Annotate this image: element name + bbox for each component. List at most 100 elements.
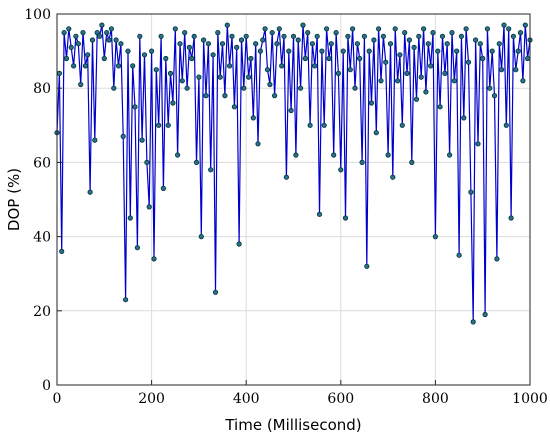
data-point bbox=[456, 252, 462, 258]
data-point bbox=[217, 74, 223, 80]
data-point bbox=[274, 41, 280, 47]
data-point bbox=[354, 41, 360, 47]
data-point bbox=[276, 26, 282, 32]
data-point bbox=[392, 26, 398, 32]
data-point bbox=[68, 44, 74, 51]
data-point bbox=[179, 78, 185, 84]
x-axis-title: Time (Millisecond) bbox=[224, 416, 361, 434]
data-point bbox=[335, 70, 341, 77]
data-point bbox=[186, 44, 192, 51]
y-tick-label: 60 bbox=[33, 155, 51, 171]
data-point bbox=[487, 85, 493, 91]
data-point bbox=[137, 33, 143, 39]
data-point bbox=[85, 52, 91, 58]
x-tick-label: 600 bbox=[327, 391, 354, 407]
data-point bbox=[163, 55, 169, 62]
data-point bbox=[506, 26, 512, 32]
data-point bbox=[498, 67, 505, 73]
data-point bbox=[139, 137, 145, 143]
data-point bbox=[196, 74, 202, 80]
data-point bbox=[288, 107, 294, 114]
data-point bbox=[61, 29, 67, 36]
x-tick-label: 400 bbox=[233, 391, 260, 407]
data-point bbox=[477, 41, 483, 47]
data-point bbox=[406, 37, 412, 43]
data-point bbox=[141, 52, 148, 58]
y-axis-title: DOP (%) bbox=[5, 168, 23, 231]
data-point bbox=[115, 63, 122, 69]
data-point bbox=[463, 26, 469, 32]
data-point bbox=[87, 189, 93, 195]
data-point bbox=[321, 122, 327, 128]
data-point bbox=[428, 63, 434, 69]
data-point bbox=[191, 33, 197, 39]
data-point bbox=[496, 41, 502, 47]
data-point bbox=[236, 241, 242, 247]
data-point bbox=[156, 122, 162, 128]
data-point bbox=[494, 256, 500, 262]
data-point bbox=[255, 141, 261, 147]
data-point bbox=[366, 48, 372, 54]
data-point bbox=[243, 33, 249, 39]
data-point bbox=[399, 122, 405, 128]
data-point bbox=[248, 55, 254, 62]
data-point bbox=[390, 174, 396, 180]
data-point bbox=[387, 41, 394, 47]
data-point bbox=[198, 234, 204, 240]
data-point bbox=[517, 29, 524, 36]
data-point bbox=[118, 41, 124, 47]
data-point bbox=[425, 41, 431, 47]
data-point bbox=[219, 41, 226, 47]
data-point bbox=[524, 55, 531, 62]
data-point bbox=[125, 48, 131, 54]
data-point bbox=[120, 133, 126, 139]
data-point bbox=[314, 33, 320, 39]
data-point bbox=[134, 245, 140, 251]
data-point bbox=[513, 67, 519, 73]
y-tick-label: 20 bbox=[33, 304, 51, 320]
data-point bbox=[97, 33, 103, 39]
data-point bbox=[323, 26, 330, 32]
data-point bbox=[267, 81, 273, 88]
data-point bbox=[56, 70, 63, 77]
data-point bbox=[364, 263, 370, 269]
data-point bbox=[416, 33, 422, 39]
data-point bbox=[378, 78, 384, 84]
data-point bbox=[281, 33, 287, 39]
data-point bbox=[342, 215, 349, 221]
data-point bbox=[123, 297, 129, 303]
data-point bbox=[439, 33, 446, 39]
data-point bbox=[430, 29, 436, 36]
data-point bbox=[262, 26, 268, 32]
data-point bbox=[172, 26, 178, 32]
data-point bbox=[451, 78, 457, 84]
data-point bbox=[449, 29, 455, 36]
data-point bbox=[130, 63, 136, 69]
data-point bbox=[208, 167, 214, 173]
data-point bbox=[215, 29, 221, 36]
data-point bbox=[246, 74, 252, 80]
data-point bbox=[75, 41, 81, 47]
data-point bbox=[158, 33, 164, 39]
data-point bbox=[184, 85, 190, 91]
data-point bbox=[149, 48, 155, 54]
data-point bbox=[458, 33, 464, 39]
data-point bbox=[59, 248, 65, 254]
data-point bbox=[189, 55, 195, 62]
data-point bbox=[250, 115, 256, 121]
data-point bbox=[442, 70, 448, 77]
data-point bbox=[383, 59, 389, 65]
data-point bbox=[446, 152, 453, 158]
data-point bbox=[297, 85, 304, 91]
data-point bbox=[286, 48, 292, 54]
data-point bbox=[307, 122, 313, 128]
data-point bbox=[480, 55, 486, 62]
data-point bbox=[78, 81, 84, 88]
data-point bbox=[108, 26, 115, 32]
data-point bbox=[279, 63, 285, 69]
data-point bbox=[484, 26, 490, 32]
data-point bbox=[359, 159, 365, 165]
data-point bbox=[295, 37, 301, 43]
data-point bbox=[470, 319, 476, 325]
